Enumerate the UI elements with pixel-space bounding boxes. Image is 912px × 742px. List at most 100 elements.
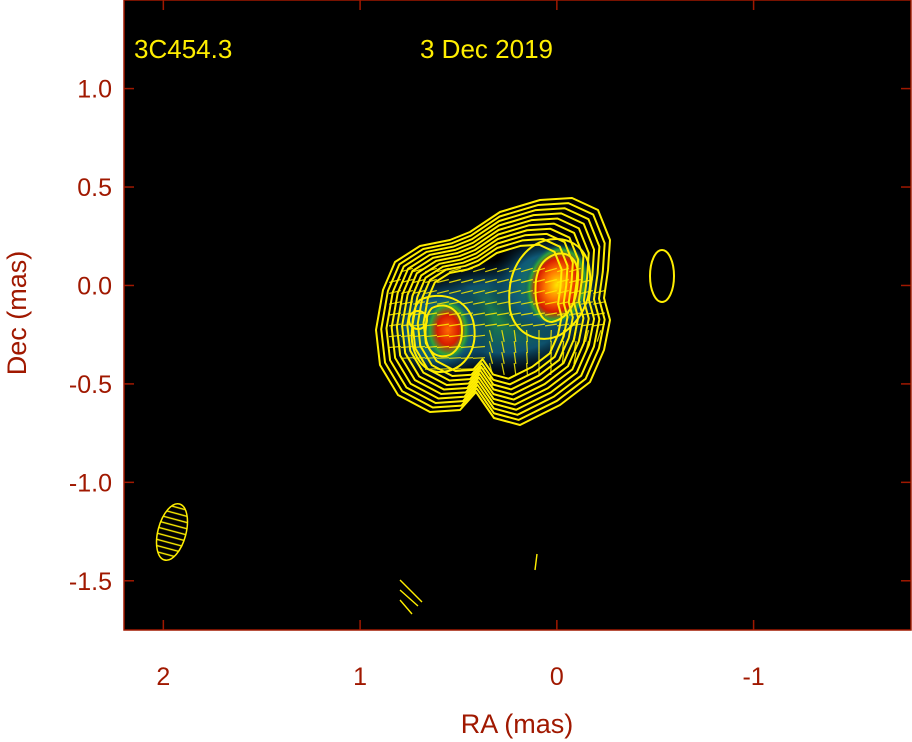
- contour-level: [380, 202, 606, 421]
- polarization-vector: [485, 290, 497, 294]
- polarization-vector: [473, 278, 485, 284]
- polarization-vector: [550, 329, 552, 343]
- date-label: 3 Dec 2019: [420, 34, 553, 64]
- polarization-vector: [449, 267, 461, 273]
- polarization-vector: [424, 345, 438, 349]
- x-tick-label: 1: [353, 663, 367, 691]
- stray-vectors: [399, 553, 538, 615]
- polarization-vector: [400, 345, 414, 349]
- polarization-vector: [424, 334, 438, 338]
- polarization-vector: [513, 341, 517, 353]
- polarization-vector: [532, 312, 546, 316]
- core-contour-inner: [534, 252, 580, 324]
- polarization-vector: [520, 301, 534, 305]
- y-tick-label: 0.0: [77, 272, 112, 300]
- contour-level: [401, 222, 585, 401]
- polarization-vector: [488, 341, 494, 353]
- polarization-vector: [437, 323, 449, 327]
- polarization-vector: [472, 357, 486, 359]
- polarization-vector: [425, 278, 437, 284]
- polarization-vector: [448, 345, 462, 349]
- polarization-vector: [448, 334, 462, 338]
- polarization-vector: [533, 290, 545, 294]
- polarization-vector: [412, 345, 426, 349]
- polarization-vector: [425, 290, 437, 294]
- polarization-vector: [550, 340, 552, 354]
- polarization-vector: [461, 290, 473, 294]
- polarization-vector: [488, 374, 494, 386]
- polarization-vector: [497, 290, 509, 294]
- polarization-vector: [484, 301, 498, 305]
- polarization-vector: [581, 323, 593, 327]
- polarization-vector: [557, 290, 569, 294]
- polarization-vector: [569, 267, 581, 273]
- polarization-vector: [568, 312, 582, 316]
- map-layer: [155, 197, 675, 615]
- polarization-vector: [413, 290, 425, 294]
- y-tick-label: 1.0: [77, 76, 112, 104]
- polarization-vector: [592, 301, 606, 305]
- polarization-vector: [449, 323, 461, 327]
- polarization-vector: [425, 323, 437, 327]
- x-tick-label: 2: [156, 663, 170, 691]
- polarization-vector: [412, 334, 426, 338]
- polarization-vector: [400, 301, 414, 305]
- polarization-vector: [557, 323, 569, 327]
- polarization-vector: [412, 312, 426, 316]
- plot-frame: [123, 0, 912, 631]
- polarization-vector: [448, 301, 462, 305]
- polarization-vector: [544, 312, 558, 316]
- polarization-vector: [533, 323, 545, 327]
- polarization-vector: [569, 323, 581, 327]
- polarization-vector: [388, 345, 402, 349]
- polarization-vector: [573, 329, 577, 343]
- polarization-vector: [513, 352, 517, 364]
- polarization-vector: [593, 290, 605, 294]
- polarization-vector: [550, 362, 552, 376]
- polarization-vector: [521, 290, 533, 294]
- polarization-vector: [596, 330, 602, 342]
- polarization-vector: [401, 290, 413, 294]
- polarization-vector: [389, 278, 401, 284]
- stray-vector: [399, 579, 423, 603]
- source-label: 3C454.3: [134, 34, 232, 64]
- polarization-vector: [484, 312, 498, 316]
- polarization-vector: [561, 351, 565, 365]
- polarization-vector: [501, 340, 505, 354]
- stray-vector: [399, 599, 413, 615]
- polarization-vector: [545, 278, 557, 284]
- polarization-vector: [581, 278, 593, 284]
- contour-level: [422, 243, 563, 380]
- polarization-vector: [488, 330, 494, 342]
- x-tick-label: -1: [742, 663, 764, 691]
- polarization-vector: [424, 312, 438, 316]
- polarization-vector: [472, 301, 486, 305]
- polarization-vector: [488, 352, 494, 364]
- polarization-vector: [573, 351, 577, 365]
- polarization-vector: [412, 357, 426, 359]
- polarization-vector: [388, 312, 402, 316]
- knot-contour-outer: [410, 295, 476, 374]
- polarization-vector: [448, 312, 462, 316]
- polarization-vector: [413, 323, 425, 327]
- polarization-vector: [501, 362, 505, 376]
- contour-level: [375, 197, 611, 426]
- polarization-vector: [460, 334, 474, 338]
- polarization-vector: [436, 301, 450, 305]
- polarization-vector: [580, 301, 594, 305]
- polarization-vector: [413, 267, 425, 273]
- polarization-vector: [569, 290, 581, 294]
- polarization-vector: [573, 340, 577, 354]
- y-tick-label: 0.5: [77, 174, 112, 202]
- contour-level: [416, 238, 569, 386]
- polarization-vector: [437, 290, 449, 294]
- polarization-vector: [561, 340, 565, 354]
- polarization-vector: [461, 267, 473, 273]
- polarization-vector: [508, 312, 522, 316]
- polarization-vector: [461, 278, 473, 284]
- contour-level: [411, 232, 574, 391]
- polarization-vector: [472, 334, 486, 338]
- polarization-vector: [526, 362, 528, 376]
- polarization-vector: [509, 267, 521, 273]
- polarization-vector: [501, 351, 505, 365]
